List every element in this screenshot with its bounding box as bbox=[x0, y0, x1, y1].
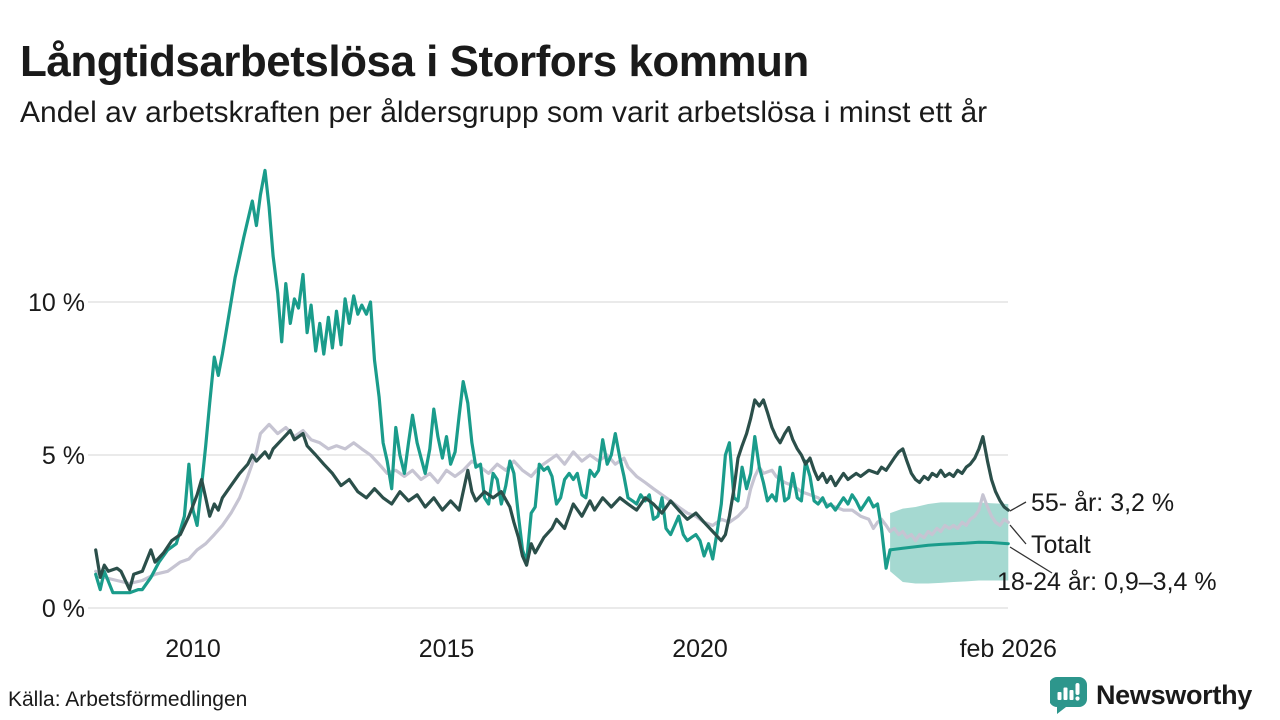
series-end-annotations: 55- år: 3,2 % Totalt 18-24 år: 0,9–3,4 % bbox=[997, 489, 1217, 596]
y-tick-label: 0 % bbox=[42, 595, 85, 623]
line-18-24-ar-trend bbox=[888, 540, 1010, 552]
newsworthy-chart-bubble-icon bbox=[1049, 677, 1087, 714]
chart-subtitle: Andel av arbetskraften per åldersgrupp s… bbox=[20, 96, 988, 129]
y-tick-label: 5 % bbox=[42, 442, 85, 470]
newsworthy-logo-text: Newsworthy bbox=[1095, 680, 1252, 710]
source-note: Källa: Arbetsförmedlingen bbox=[8, 688, 248, 711]
annotation-55-ar: 55- år: 3,2 % bbox=[1031, 489, 1174, 517]
annotation-18-24: 18-24 år: 0,9–3,4 % bbox=[997, 568, 1217, 596]
x-axis-labels: 2010 2015 2020 feb 2026 bbox=[165, 635, 1057, 663]
x-tick-label: 2010 bbox=[165, 635, 221, 663]
gridlines bbox=[88, 301, 1008, 609]
annotation-connector-totalt bbox=[1009, 524, 1027, 545]
chart-title: Långtidsarbetslösa i Storfors kommun bbox=[20, 37, 809, 87]
newsworthy-logo[interactable]: Newsworthy bbox=[1049, 677, 1252, 714]
y-axis-labels: 0 % 5 % 10 % bbox=[28, 289, 85, 623]
annotation-totalt: Totalt bbox=[1031, 531, 1091, 559]
line-55-ar bbox=[94, 398, 1010, 592]
line-18-24-ar bbox=[94, 168, 892, 595]
y-tick-label: 10 % bbox=[28, 289, 85, 317]
x-tick-label: 2020 bbox=[672, 635, 728, 663]
annotation-connector-55-ar bbox=[1009, 501, 1027, 512]
x-tick-label: feb 2026 bbox=[960, 635, 1057, 663]
annotation-connector-18-24 bbox=[1009, 546, 1053, 574]
x-tick-label: 2015 bbox=[419, 635, 475, 663]
